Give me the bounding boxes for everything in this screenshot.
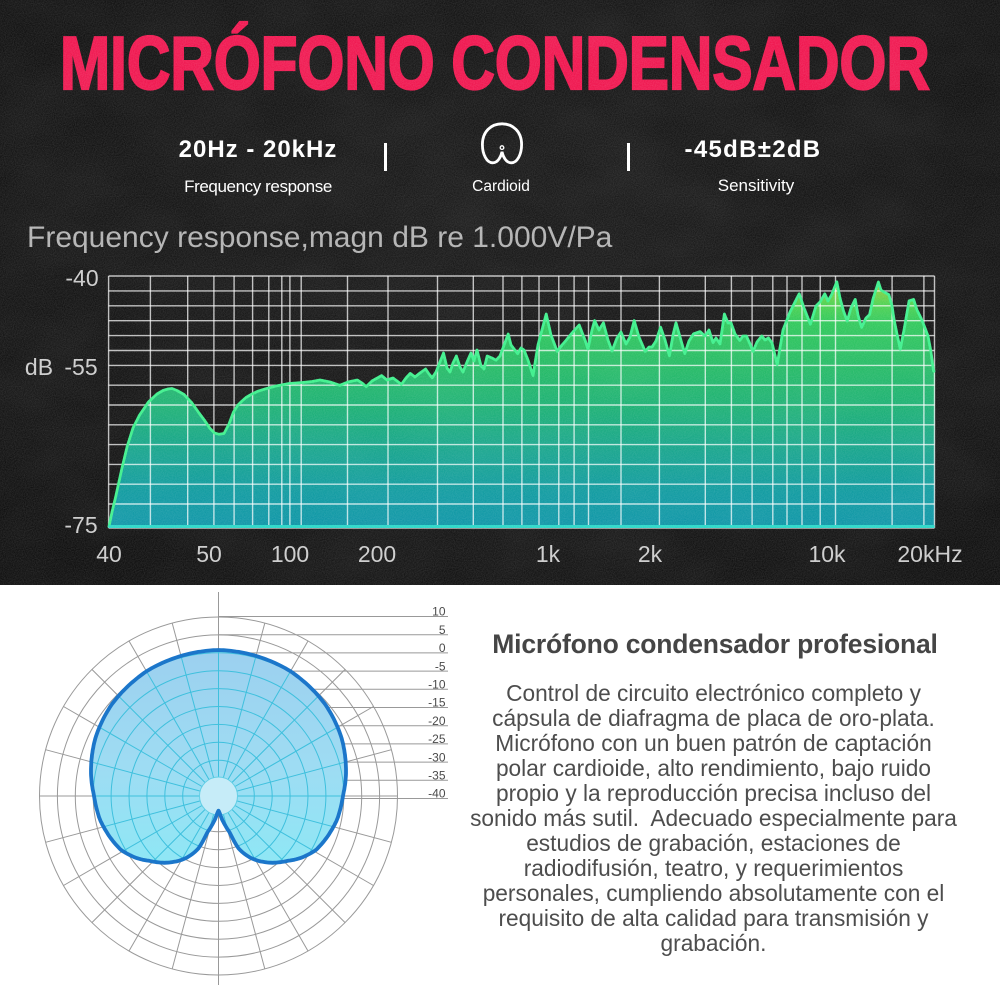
svg-text:-35: -35 bbox=[428, 769, 446, 783]
svg-text:-25: -25 bbox=[428, 732, 446, 746]
svg-text:-10: -10 bbox=[428, 678, 446, 692]
svg-text:-30: -30 bbox=[428, 750, 446, 764]
svg-text:10: 10 bbox=[432, 605, 446, 619]
svg-text:-5: -5 bbox=[435, 659, 446, 673]
svg-text:-15: -15 bbox=[428, 696, 446, 710]
svg-text:5: 5 bbox=[439, 623, 446, 637]
svg-text:-40: -40 bbox=[428, 787, 446, 801]
svg-text:0: 0 bbox=[439, 641, 446, 655]
svg-text:-20: -20 bbox=[428, 714, 446, 728]
